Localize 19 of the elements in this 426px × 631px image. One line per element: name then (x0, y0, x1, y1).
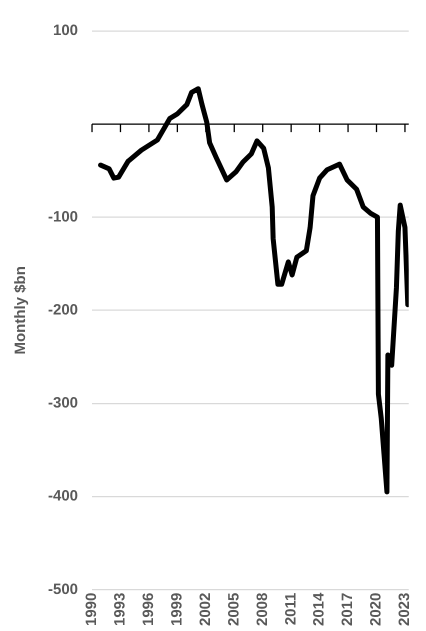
x-tick-label: 2002 (196, 592, 214, 626)
y-tick-label: 100 (52, 22, 78, 40)
x-tick-label: 2008 (254, 592, 271, 626)
y-tick-label: -300 (48, 394, 78, 412)
y-axis-title: Monthly $bn (12, 266, 30, 354)
x-tick-label: 2023 (396, 592, 414, 626)
y-tick-label: -200 (48, 301, 78, 318)
x-tick-label: 2005 (225, 592, 242, 626)
x-tick-label: 2017 (339, 592, 356, 626)
y-tick-label: -400 (48, 488, 78, 505)
x-tick-label: 1990 (83, 592, 100, 626)
x-tick-label: 2011 (282, 592, 300, 626)
x-tick-label: 2014 (310, 592, 328, 626)
x-tick-label: 1999 (168, 592, 186, 626)
x-tick-label: 2020 (368, 592, 385, 626)
y-tick-label: -500 (48, 580, 78, 598)
x-tick-label: 1993 (112, 592, 129, 626)
x-tick-label: 1996 (140, 592, 158, 626)
y-tick-label: -100 (48, 208, 78, 226)
